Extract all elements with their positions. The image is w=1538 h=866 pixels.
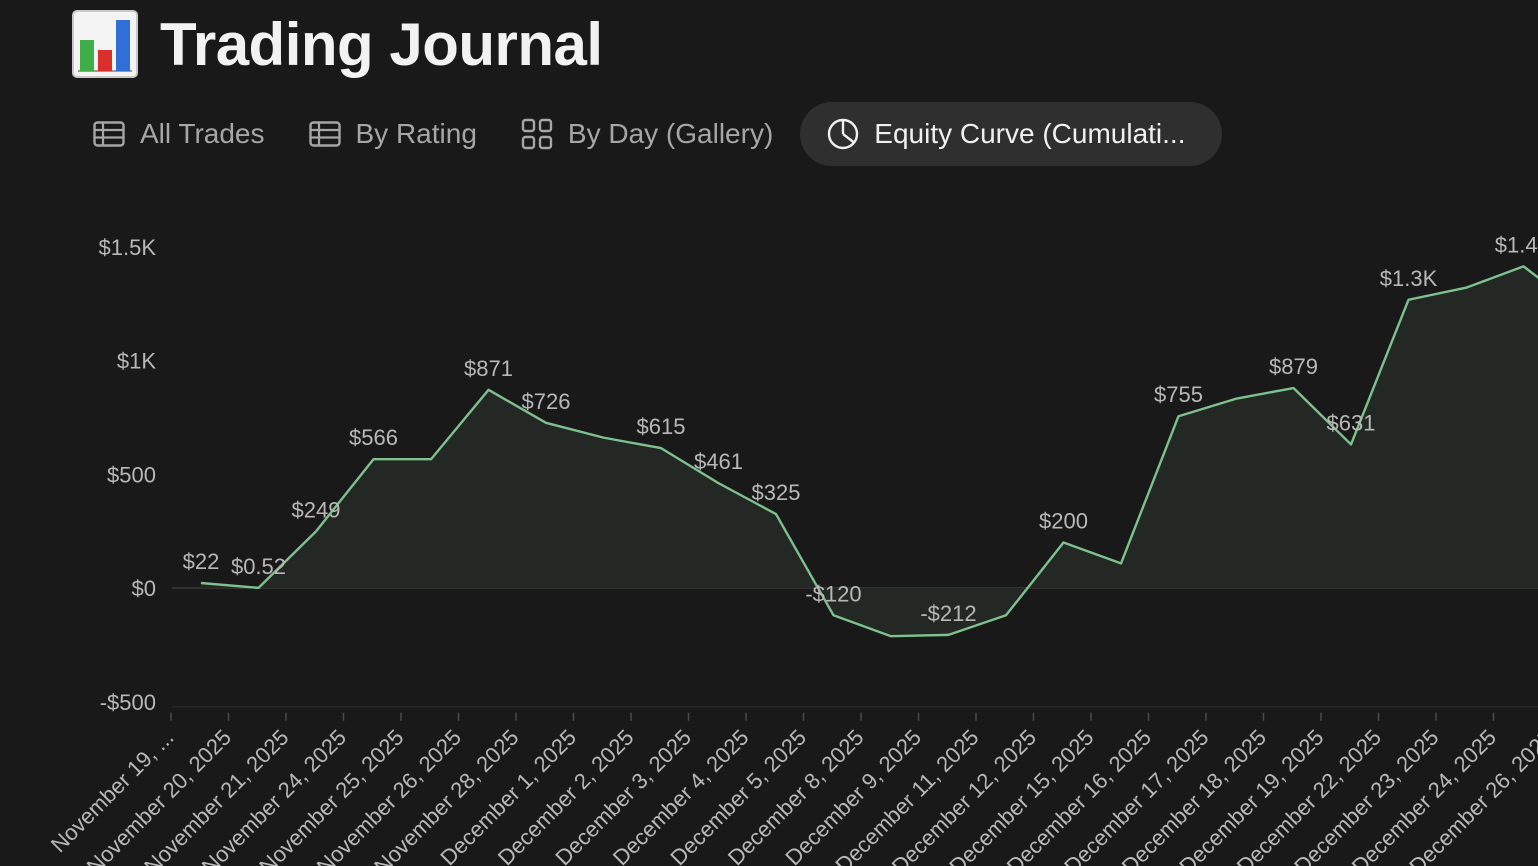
tab-label: Equity Curve (Cumulati...	[874, 118, 1186, 149]
data-label: $566	[349, 425, 398, 450]
table-icon	[93, 121, 125, 147]
data-point	[1119, 561, 1123, 565]
data-label: $879	[1269, 354, 1318, 379]
data-label: -$120	[805, 581, 861, 606]
tab-equity-curve[interactable]: Equity Curve (Cumulati...	[800, 102, 1222, 166]
data-point	[602, 436, 606, 440]
tab-all-trades[interactable]: All Trades	[76, 102, 281, 166]
data-label: $325	[752, 480, 801, 505]
data-label: $1.4K	[1495, 232, 1538, 257]
y-tick-label: $1K	[117, 349, 156, 374]
data-label: $0.52	[231, 554, 286, 579]
data-label: $726	[522, 389, 571, 414]
series-line	[200, 265, 1538, 638]
data-point	[314, 529, 318, 533]
page-title: Trading Journal	[160, 10, 603, 78]
view-tabs: All Trades By Rating By Day (Gallery) Eq…	[76, 102, 1233, 166]
data-point	[1234, 397, 1238, 401]
tab-label: All Trades	[140, 118, 265, 149]
y-tick-label: $500	[107, 462, 156, 487]
data-point	[717, 481, 721, 485]
data-point	[1292, 386, 1296, 390]
bar-chart-emoji-icon	[72, 10, 138, 78]
data-label: $755	[1154, 382, 1203, 407]
data-point	[1004, 613, 1008, 617]
data-point	[429, 457, 433, 461]
gallery-grid-icon	[521, 118, 553, 150]
data-point	[487, 388, 491, 392]
data-label: $871	[464, 356, 513, 381]
tab-label: By Day (Gallery)	[567, 118, 774, 149]
pie-chart-icon	[828, 118, 859, 150]
tab-by-day-gallery[interactable]: By Day (Gallery)	[504, 102, 789, 166]
tab-label: By Rating	[355, 118, 477, 149]
tab-by-rating[interactable]: By Rating	[292, 102, 493, 166]
y-tick-label: $0	[132, 576, 156, 601]
page-header: Trading Journal	[72, 4, 603, 84]
table-icon	[308, 121, 341, 147]
data-point	[1407, 298, 1411, 302]
y-tick-label: -$500	[100, 690, 156, 715]
data-point	[947, 633, 951, 637]
data-point	[1062, 541, 1066, 545]
data-point	[774, 512, 778, 516]
data-label: $200	[1039, 509, 1088, 534]
data-label: $461	[694, 449, 743, 474]
data-point	[257, 586, 261, 590]
data-label: $249	[292, 497, 341, 522]
data-point	[199, 581, 203, 585]
data-label: $22	[183, 549, 220, 574]
data-point	[889, 634, 893, 638]
area-fill	[201, 266, 1538, 637]
data-label: $631	[1327, 410, 1376, 435]
data-point	[1177, 414, 1181, 418]
data-point	[832, 613, 836, 617]
data-point	[1522, 264, 1526, 268]
equity-curve-chart: $1.5K $1K $500 $0 -$500 $22 $0.52 $249 $566 $871 $…	[46, 232, 1538, 866]
data-point	[372, 457, 376, 461]
data-point	[1349, 442, 1353, 446]
data-label: $1.3K	[1380, 266, 1438, 291]
data-point	[544, 421, 548, 425]
data-label: $615	[637, 414, 686, 439]
y-tick-label: $1.5K	[99, 235, 157, 260]
data-label: -$212	[920, 601, 976, 626]
data-point	[659, 446, 663, 450]
data-point	[1464, 286, 1468, 290]
